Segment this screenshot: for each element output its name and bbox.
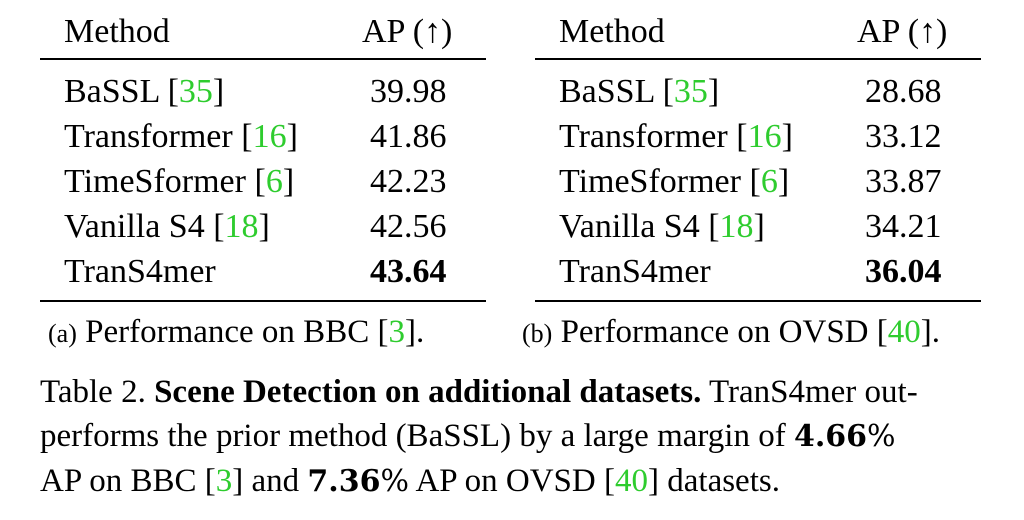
caption-percent: % (867, 419, 896, 454)
row-method: Vanilla S4 [18] (64, 208, 270, 245)
method-name: BaSSL (64, 73, 160, 110)
citation-link[interactable]: 16 (252, 118, 287, 155)
caption-line: performs the prior method (BaSSL) by a l… (40, 414, 986, 459)
caption-label: Table 2. (40, 374, 146, 410)
citation-link[interactable]: 18 (224, 208, 259, 245)
citation-link[interactable]: 16 (747, 118, 782, 155)
caption-text: datasets. (667, 463, 780, 499)
row-method: BaSSL [35] (64, 73, 225, 110)
ap-value: 42.23 (370, 163, 447, 200)
header-method: Method (559, 13, 665, 50)
row-method: TimeSformer [6] (559, 163, 790, 200)
citation-link[interactable]: 18 (719, 208, 754, 245)
caption-title: Scene Detection on additional datasets. (154, 374, 702, 410)
ap-value: 34.21 (865, 208, 942, 245)
caption-text: AP on OVSD (415, 463, 596, 499)
header-ap: AP (↑) (857, 13, 948, 50)
row-method: TimeSformer [6] (64, 163, 295, 200)
citation-link[interactable]: 3 (215, 463, 233, 499)
caption-percent: % (380, 464, 409, 499)
citation-link[interactable]: 3 (388, 314, 405, 350)
caption-text: TranS4mer out- (708, 374, 918, 410)
caption-line: Table 2. Scene Detection on additional d… (40, 370, 986, 414)
subcaption-text: Performance on BBC (85, 314, 370, 350)
bottom-rule (535, 300, 981, 302)
top-rule (40, 58, 486, 60)
header-ap: AP (↑) (362, 13, 453, 50)
citation-link[interactable]: 40 (887, 314, 921, 350)
subcaption-tag: (a) (48, 319, 77, 348)
row-method: Vanilla S4 [18] (559, 208, 765, 245)
method-name: Transformer (64, 118, 233, 155)
caption-text: and (251, 463, 300, 499)
caption-text: AP on BBC (40, 463, 197, 499)
method-name: Transformer (559, 118, 728, 155)
method-name: Vanilla S4 (559, 208, 700, 245)
subcaption-tag: (b) (522, 319, 553, 348)
header-method: Method (64, 13, 170, 50)
row-method: BaSSL [35] (559, 73, 720, 110)
caption-line: AP on BBC [3] and 7.36% AP on OVSD [40] … (40, 463, 780, 499)
method-name: TranS4mer (559, 253, 711, 290)
method-name: Vanilla S4 (64, 208, 205, 245)
row-method: Transformer [16] (64, 118, 298, 155)
citation-link[interactable]: 35 (673, 73, 708, 110)
ap-value: 41.86 (370, 118, 447, 155)
citation-link[interactable]: 6 (265, 163, 283, 200)
method-name: BaSSL (559, 73, 655, 110)
citation-link[interactable]: 6 (760, 163, 778, 200)
method-name: TimeSformer (559, 163, 741, 200)
method-name: TimeSformer (64, 163, 246, 200)
top-rule (535, 58, 981, 60)
subcaption-b: (b) Performance on OVSD [40]. (522, 314, 941, 350)
caption-value: 7.36 (307, 464, 381, 499)
method-name: TranS4mer (64, 253, 216, 290)
citation-link[interactable]: 35 (178, 73, 213, 110)
subcaption-text: Performance on OVSD (560, 314, 869, 350)
bottom-rule (40, 300, 486, 302)
table-caption: Table 2. Scene Detection on additional d… (40, 370, 986, 504)
ap-value: 33.87 (865, 163, 942, 200)
ap-value-best: 43.64 (370, 253, 447, 290)
row-method: Transformer [16] (559, 118, 793, 155)
subcaption-a: (a) Performance on BBC [3]. (48, 314, 425, 350)
caption-value: 4.66 (793, 419, 868, 454)
ap-value-best: 36.04 (865, 253, 942, 290)
ap-value: 28.68 (865, 73, 942, 110)
ap-value: 42.56 (370, 208, 447, 245)
ap-value: 39.98 (370, 73, 447, 110)
citation-link[interactable]: 40 (615, 463, 648, 499)
ap-value: 33.12 (865, 118, 942, 155)
caption-text: performs the prior method (BaSSL) by a l… (40, 418, 786, 454)
